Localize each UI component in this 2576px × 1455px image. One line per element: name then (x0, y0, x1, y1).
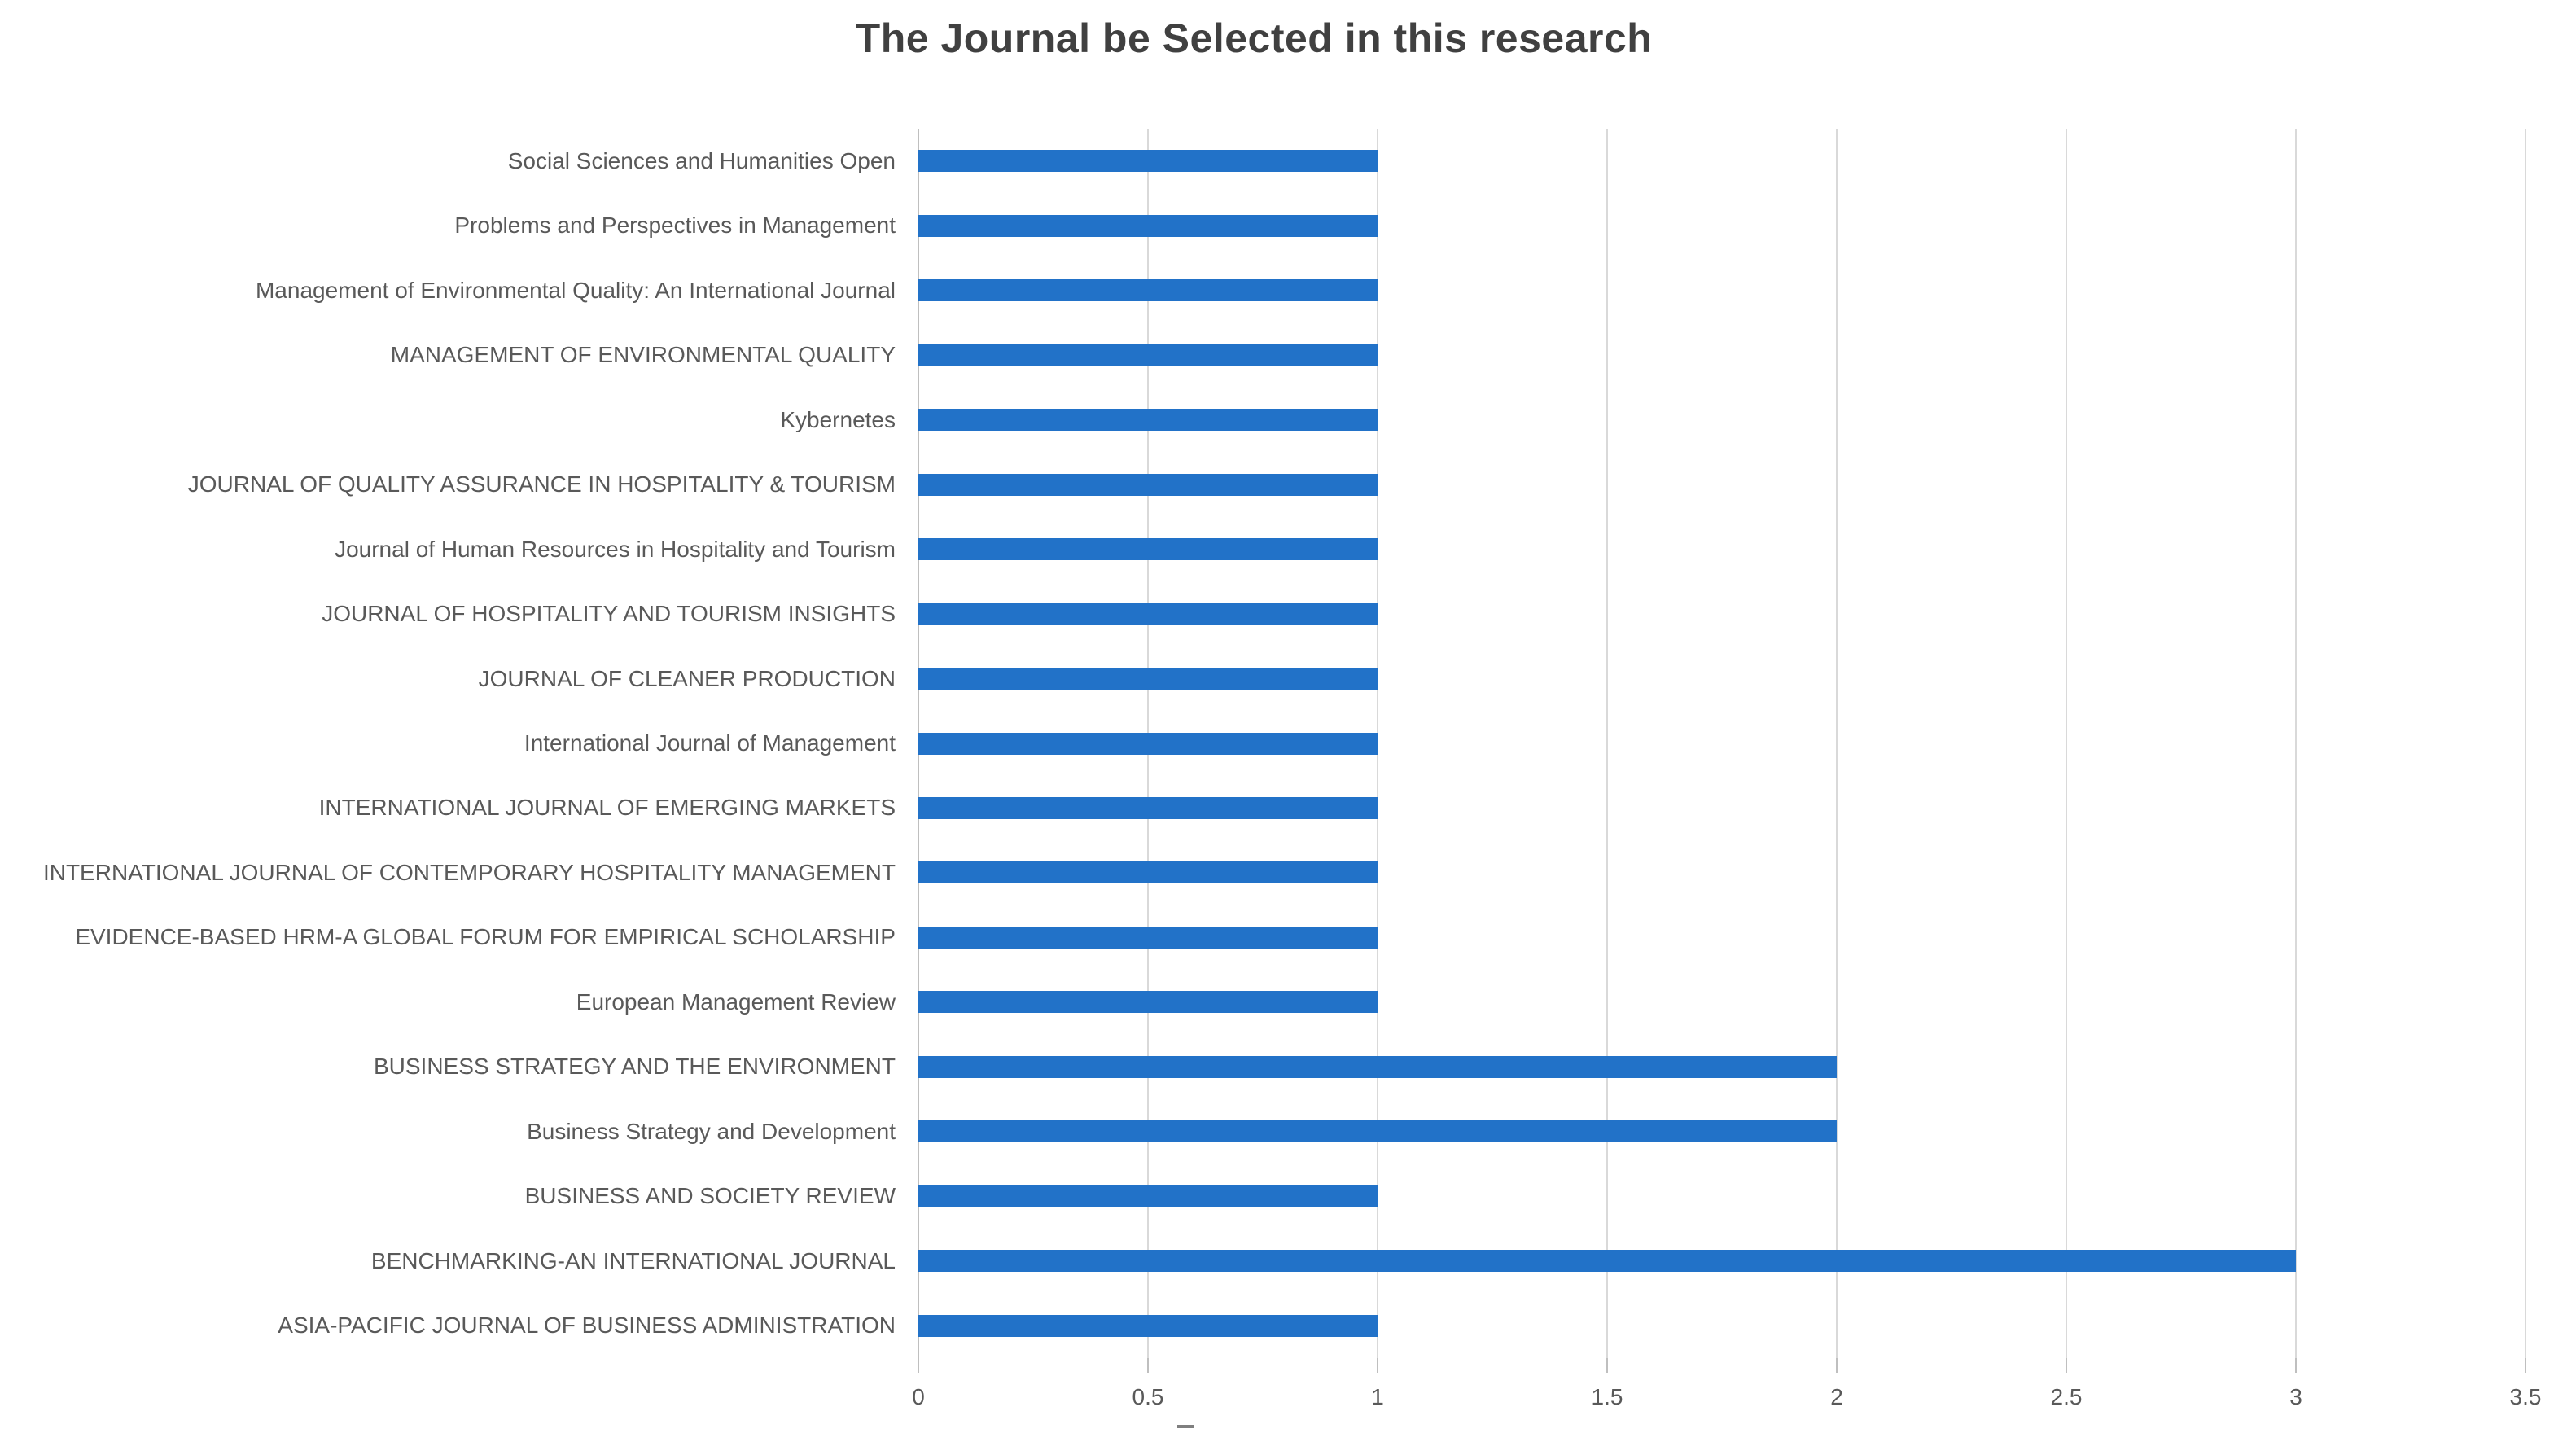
bar (918, 1250, 2296, 1273)
x-tick-label: 0 (912, 1384, 925, 1409)
category-label: BUSINESS STRATEGY AND THE ENVIRONMENT (373, 1054, 896, 1080)
x-axis-tickmark (918, 1358, 919, 1373)
category-label: Kybernetes (780, 406, 896, 432)
category-label: Problems and Perspectives in Management (454, 213, 896, 239)
bar (918, 473, 1378, 496)
bar (918, 150, 1378, 173)
x-tick-label: 3.5 (2509, 1384, 2542, 1409)
x-axis-tickmark (2525, 1358, 2526, 1373)
bar (918, 926, 1378, 949)
category-label: JOURNAL OF QUALITY ASSURANCE IN HOSPITAL… (187, 471, 896, 497)
category-label: European Management Review (576, 988, 896, 1015)
bar (918, 603, 1378, 625)
gridline (2525, 129, 2526, 1358)
category-label: ASIA-PACIFIC JOURNAL OF BUSINESS ADMINIS… (278, 1313, 896, 1339)
category-label: Business Strategy and Development (527, 1118, 896, 1144)
bar (918, 409, 1378, 432)
bar (918, 214, 1378, 237)
gridline (2295, 129, 2297, 1358)
category-label: Management of Environmental Quality: An … (255, 277, 896, 303)
x-tick-label: 2.5 (2050, 1384, 2083, 1409)
x-axis-tickmark (1147, 1358, 1149, 1373)
gridline (1836, 129, 1838, 1358)
bar (918, 538, 1378, 561)
x-axis-tickmark (1836, 1358, 1838, 1373)
gridline (1606, 129, 1608, 1358)
bar (918, 668, 1378, 690)
x-axis-tickmark (1377, 1358, 1378, 1373)
gridline (1377, 129, 1378, 1358)
bar (918, 1055, 1837, 1078)
x-tick-label: 1.5 (1591, 1384, 1623, 1409)
category-label: Social Sciences and Humanities Open (507, 147, 896, 173)
x-tick-label: 2 (1830, 1384, 1843, 1409)
category-label: MANAGEMENT OF ENVIRONMENTAL QUALITY (390, 342, 896, 368)
category-label: JOURNAL OF CLEANER PRODUCTION (478, 665, 896, 691)
category-label: BENCHMARKING-AN INTERNATIONAL JOURNAL (370, 1247, 896, 1273)
plot-area (918, 129, 2526, 1373)
bar (918, 796, 1378, 819)
bar (918, 1120, 1837, 1143)
x-tick-label: 3 (2289, 1384, 2302, 1409)
x-axis-tickmark (1606, 1358, 1608, 1373)
bar (918, 991, 1378, 1014)
category-label: JOURNAL OF HOSPITALITY AND TOURISM INSIG… (322, 601, 896, 627)
bar (918, 344, 1378, 366)
category-label: EVIDENCE-BASED HRM-A GLOBAL FORUM FOR EM… (75, 924, 896, 950)
x-tick-label: 0.5 (1132, 1384, 1164, 1409)
bar (918, 1185, 1378, 1207)
x-axis-tickmark (2066, 1358, 2067, 1373)
chart-title: The Journal be Selected in this research (855, 15, 1653, 61)
bar (918, 279, 1378, 302)
axis-underscore-mark (1177, 1425, 1194, 1428)
category-label: INTERNATIONAL JOURNAL OF EMERGING MARKET… (318, 795, 896, 821)
gridline (2066, 129, 2067, 1358)
bar (918, 732, 1378, 755)
bar (918, 861, 1378, 884)
category-label: BUSINESS AND SOCIETY REVIEW (524, 1183, 896, 1209)
category-label: International Journal of Management (524, 730, 896, 756)
x-axis-tickmark (2295, 1358, 2297, 1373)
x-tick-label: 1 (1371, 1384, 1384, 1409)
category-label: INTERNATIONAL JOURNAL OF CONTEMPORARY HO… (42, 859, 896, 885)
bar (918, 1314, 1378, 1337)
category-label: Journal of Human Resources in Hospitalit… (335, 536, 896, 562)
